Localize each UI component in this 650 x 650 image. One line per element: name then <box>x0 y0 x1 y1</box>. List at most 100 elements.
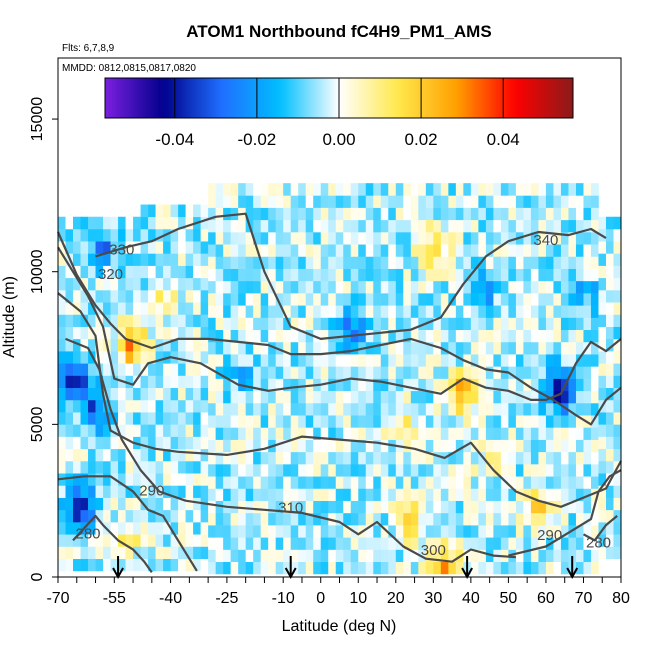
heatmap-cell <box>65 485 74 498</box>
heatmap-cell <box>568 207 577 221</box>
heatmap-cell <box>193 546 201 559</box>
heatmap-cell <box>253 415 261 428</box>
heatmap-cell <box>380 390 389 404</box>
heatmap-cell <box>410 512 419 526</box>
heatmap-cell <box>395 305 404 318</box>
heatmap-cell <box>283 500 292 514</box>
heatmap-cell <box>178 485 186 498</box>
heatmap-cell <box>515 525 524 538</box>
heatmap-cell <box>343 537 352 550</box>
heatmap-cell <box>358 317 367 331</box>
heatmap-cell <box>485 464 494 477</box>
heatmap-cell <box>118 412 126 425</box>
heatmap-cell <box>320 390 329 404</box>
heatmap-cell <box>358 232 367 245</box>
heatmap-cell <box>118 338 126 352</box>
heatmap-cell <box>253 280 261 294</box>
heatmap-cell <box>320 451 329 465</box>
heatmap-cell <box>350 439 359 453</box>
y-axis-label: Altitude (m) <box>1 276 18 358</box>
heatmap-cell <box>58 424 66 437</box>
heatmap-cell <box>125 473 134 486</box>
heatmap-cell <box>148 399 156 413</box>
heatmap-cell <box>80 302 89 315</box>
heatmap-cell <box>133 509 141 523</box>
heatmap-cell <box>148 460 156 474</box>
heatmap-cell <box>178 473 186 486</box>
heatmap-cell <box>208 195 216 208</box>
heatmap-cell <box>560 293 569 306</box>
heatmap-cell <box>395 451 404 465</box>
heatmap-cell <box>118 448 126 462</box>
heatmap-cell <box>388 341 397 355</box>
heatmap-cell <box>410 427 419 440</box>
heatmap-cell <box>245 354 254 367</box>
heatmap-cell <box>268 354 276 367</box>
heatmap-cell <box>395 280 404 294</box>
heatmap-cell <box>230 256 239 269</box>
heatmap-cell <box>485 183 494 196</box>
heatmap-cell <box>230 183 239 196</box>
heatmap-cell <box>455 329 464 343</box>
heatmap-cell <box>328 305 337 318</box>
heatmap-cell <box>223 378 231 392</box>
heatmap-cell <box>283 537 292 550</box>
heatmap-cell <box>155 473 164 486</box>
heatmap-cell <box>290 207 299 221</box>
heatmap-cell <box>95 277 104 291</box>
heatmap-cell <box>238 390 246 404</box>
heatmap-cell <box>185 290 194 303</box>
heatmap-cell <box>365 244 374 257</box>
heatmap-cell <box>103 546 111 559</box>
heatmap-cell <box>388 476 397 489</box>
heatmap-cell <box>260 366 269 379</box>
heatmap-cell <box>538 427 547 440</box>
heatmap-cell <box>208 354 216 367</box>
heatmap-cell <box>530 500 539 514</box>
heatmap-cell <box>343 366 352 379</box>
heatmap-cell <box>605 253 614 266</box>
heatmap-cell <box>95 338 104 352</box>
heatmap-cell <box>470 402 479 416</box>
heatmap-cell <box>575 488 584 501</box>
heatmap-cell <box>575 500 584 514</box>
heatmap-cell <box>253 207 261 221</box>
heatmap-cell <box>373 378 382 392</box>
heatmap-cell <box>193 412 201 425</box>
heatmap-cell <box>538 390 547 404</box>
heatmap-cell <box>223 207 231 221</box>
heatmap-cell <box>508 280 517 294</box>
heatmap-cell <box>523 464 532 477</box>
heatmap-cell <box>320 341 329 355</box>
heatmap-cell <box>523 476 532 489</box>
heatmap-cell <box>118 363 126 376</box>
heatmap-cell <box>140 448 149 462</box>
heatmap-cell <box>58 241 66 254</box>
heatmap-cell <box>95 436 104 450</box>
heatmap-cell <box>335 183 344 196</box>
heatmap-cell <box>575 366 584 379</box>
heatmap-cell <box>110 253 119 266</box>
heatmap-cell <box>545 354 554 367</box>
heatmap-cell <box>140 534 149 547</box>
heatmap-cell <box>493 232 502 245</box>
heatmap-cell <box>208 512 216 526</box>
heatmap-cell <box>275 415 284 428</box>
heatmap-cell <box>208 183 216 196</box>
heatmap-cell <box>140 485 149 498</box>
heatmap-cell <box>223 390 231 404</box>
heatmap-cell <box>253 317 261 331</box>
heatmap-cell <box>335 366 344 379</box>
heatmap-cell <box>245 244 254 257</box>
heatmap-cell <box>95 497 104 511</box>
heatmap-cell <box>530 464 539 477</box>
heatmap-cell <box>538 366 547 379</box>
heatmap-cell <box>193 253 201 266</box>
heatmap-cell <box>260 464 269 477</box>
heatmap-cell <box>110 302 119 315</box>
heatmap-cell <box>110 436 119 450</box>
chart-title: ATOM1 Northbound fC4H9_PM1_AMS <box>186 22 491 41</box>
heatmap-cell <box>613 436 622 450</box>
heatmap-cell <box>613 485 622 498</box>
heatmap-cell <box>185 497 194 511</box>
